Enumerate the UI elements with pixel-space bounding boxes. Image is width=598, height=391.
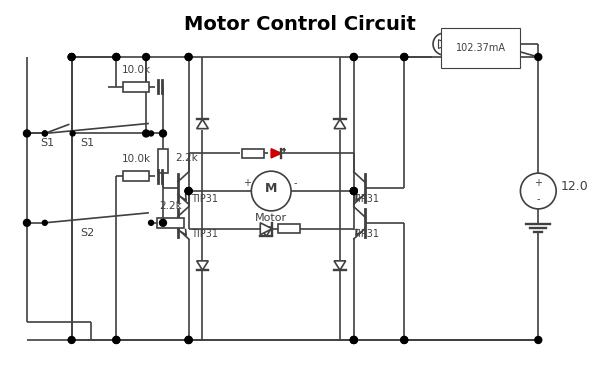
Text: TIP31: TIP31 <box>352 229 379 239</box>
Text: 10.0k: 10.0k <box>121 154 151 164</box>
Text: 2.2k: 2.2k <box>175 153 197 163</box>
Circle shape <box>350 54 357 61</box>
Polygon shape <box>334 119 346 129</box>
Bar <box>123 171 149 181</box>
Circle shape <box>185 188 192 194</box>
Circle shape <box>42 220 47 225</box>
Circle shape <box>433 33 455 55</box>
Polygon shape <box>260 227 272 237</box>
Circle shape <box>113 337 120 343</box>
Polygon shape <box>197 119 208 129</box>
Circle shape <box>350 54 357 61</box>
Circle shape <box>68 54 75 61</box>
Circle shape <box>185 188 192 194</box>
Circle shape <box>251 171 291 211</box>
Text: M: M <box>265 181 277 195</box>
Polygon shape <box>271 149 281 158</box>
Circle shape <box>520 173 556 209</box>
Text: 12.0: 12.0 <box>561 179 589 192</box>
Circle shape <box>535 337 542 343</box>
Circle shape <box>160 219 166 226</box>
Circle shape <box>160 130 166 137</box>
Circle shape <box>350 337 357 343</box>
Circle shape <box>350 188 357 194</box>
Circle shape <box>68 337 75 343</box>
Circle shape <box>535 54 542 61</box>
Circle shape <box>70 131 75 136</box>
Circle shape <box>68 54 75 61</box>
Polygon shape <box>260 223 272 235</box>
Polygon shape <box>438 40 450 48</box>
Text: TIP31: TIP31 <box>191 229 218 239</box>
Circle shape <box>23 130 30 137</box>
Polygon shape <box>197 261 208 270</box>
Text: 102.37mA: 102.37mA <box>456 43 506 53</box>
Circle shape <box>148 220 154 225</box>
Circle shape <box>23 219 30 226</box>
Circle shape <box>401 337 408 343</box>
Circle shape <box>185 337 192 343</box>
Bar <box>278 224 300 233</box>
Circle shape <box>350 337 357 343</box>
Circle shape <box>113 54 120 61</box>
Text: 2.2k: 2.2k <box>159 201 182 211</box>
Text: -: - <box>293 178 297 188</box>
Circle shape <box>350 337 357 343</box>
Circle shape <box>42 131 47 136</box>
Polygon shape <box>334 261 346 270</box>
Bar <box>242 149 264 158</box>
Text: S2: S2 <box>80 228 94 238</box>
Circle shape <box>401 337 408 343</box>
Circle shape <box>148 131 154 136</box>
Bar <box>157 218 184 228</box>
Circle shape <box>113 54 120 61</box>
Text: TIP31: TIP31 <box>352 194 379 204</box>
Circle shape <box>185 337 192 343</box>
Circle shape <box>142 130 150 137</box>
Circle shape <box>113 337 120 343</box>
Circle shape <box>185 54 192 61</box>
Circle shape <box>185 188 192 194</box>
Text: 10.0k: 10.0k <box>121 65 151 75</box>
Circle shape <box>42 131 47 136</box>
Text: -: - <box>536 194 540 204</box>
Circle shape <box>350 188 357 194</box>
Text: +: + <box>243 178 251 188</box>
Circle shape <box>350 188 357 194</box>
Text: Motor: Motor <box>255 213 287 223</box>
Text: S1: S1 <box>41 138 55 148</box>
Circle shape <box>185 337 192 343</box>
Text: TIP31: TIP31 <box>191 194 218 204</box>
Circle shape <box>142 54 150 61</box>
Bar <box>123 82 149 92</box>
Bar <box>158 149 168 173</box>
Circle shape <box>401 54 408 61</box>
Text: S1: S1 <box>81 138 94 148</box>
Text: Motor Control Circuit: Motor Control Circuit <box>184 15 416 34</box>
Text: +: + <box>534 178 542 188</box>
Circle shape <box>401 54 408 61</box>
Circle shape <box>185 54 192 61</box>
